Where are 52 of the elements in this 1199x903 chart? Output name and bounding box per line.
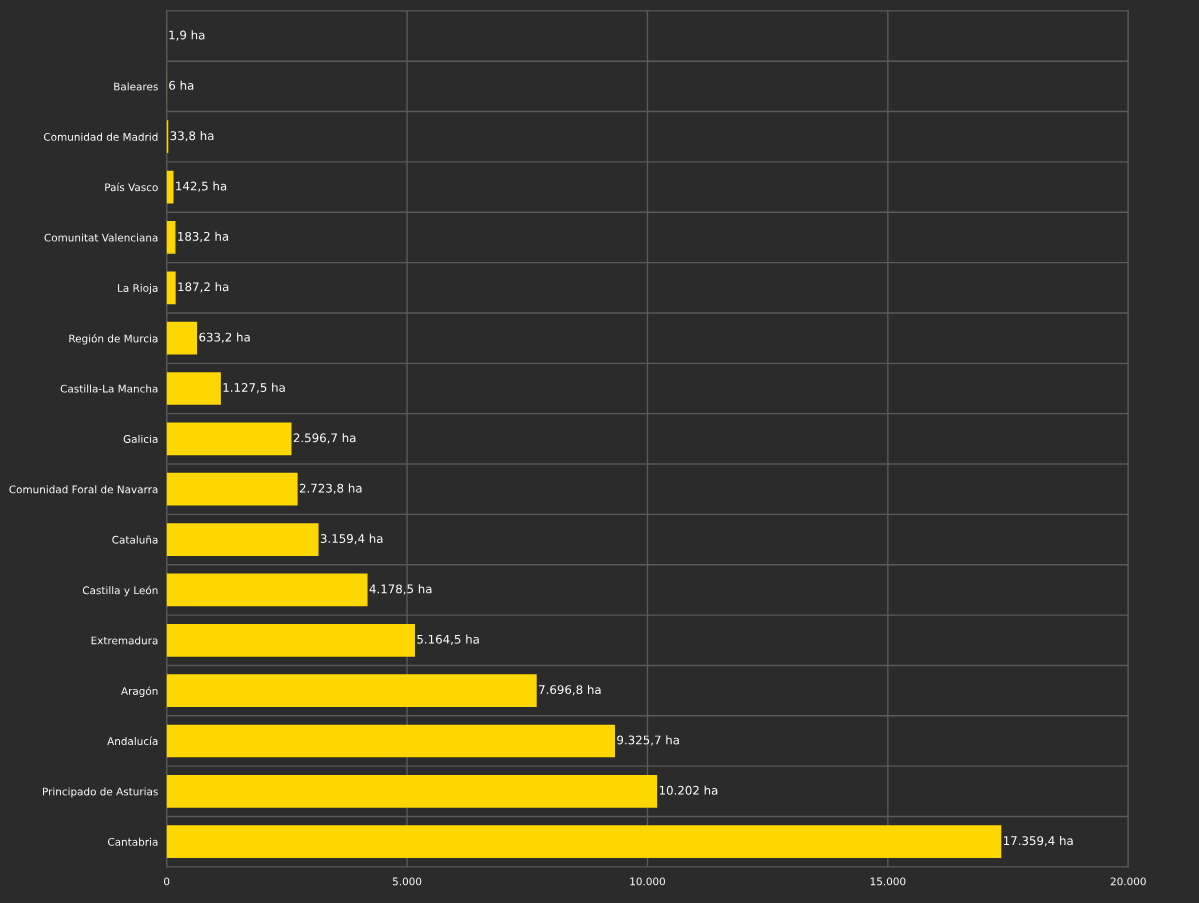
- data-label: 142,5 ha: [176, 181, 227, 192]
- y-tick-label: Comunitat Valenciana: [44, 233, 158, 242]
- bar: [166, 221, 176, 254]
- y-tick-label: Galicia: [123, 434, 158, 443]
- y-tick-label: La Rioja: [118, 283, 158, 294]
- bar: [166, 321, 198, 355]
- bar: [166, 825, 1002, 859]
- data-label: 17.359,4 ha: [1003, 835, 1073, 847]
- bar: [166, 372, 221, 405]
- data-label: 3.159,4 ha: [320, 533, 383, 545]
- data-label: 1,9 ha: [169, 30, 205, 41]
- data-label: 633,2 ha: [199, 332, 250, 343]
- bar: [166, 724, 616, 758]
- data-label: 4.178,5 ha: [369, 584, 432, 595]
- y-tick-label: Baleares: [114, 82, 158, 91]
- x-tick-label: 0: [164, 877, 170, 886]
- data-label: 10.202 ha: [659, 785, 718, 795]
- data-label: 9.325,7 ha: [617, 735, 679, 746]
- y-tick-label: Extremadura: [91, 636, 158, 645]
- bar: [166, 623, 415, 657]
- data-label: 2.596,7 ha: [293, 433, 356, 444]
- bar: [166, 271, 176, 305]
- y-tick-label: País Vasco: [105, 182, 158, 192]
- data-label: 183,2 ha: [178, 231, 229, 243]
- data-label: 7.696,8 ha: [539, 684, 601, 696]
- y-tick-label: Aragón: [121, 686, 158, 697]
- bar: [166, 573, 368, 607]
- bar: [166, 472, 298, 506]
- data-label: 1.127,5 ha: [223, 382, 285, 394]
- x-tick-label: 5.000: [392, 877, 422, 886]
- y-tick-label: Castilla y León: [82, 585, 158, 597]
- y-tick-label: Comunidad Foral de Navarra: [9, 485, 158, 494]
- y-tick-label: Comunidad de Madrid: [43, 132, 158, 141]
- bar: [166, 422, 292, 456]
- y-tick-label: Castilla-La Mancha: [60, 384, 158, 393]
- x-tick-label: 20.000: [1110, 877, 1146, 886]
- bar: [166, 170, 174, 204]
- bar: [166, 674, 537, 707]
- y-tick-label: Cataluña: [112, 535, 158, 544]
- bar: [166, 523, 319, 556]
- data-label: 6 ha: [169, 80, 194, 90]
- y-tick-label: Región de Murcia: [69, 333, 158, 345]
- y-tick-label: Cantabria: [108, 837, 158, 846]
- x-tick-label: 10.000: [630, 877, 665, 886]
- data-label: 187,2 ha: [178, 282, 229, 293]
- y-tick-label: Andalucía: [107, 736, 158, 746]
- data-label: 2.723,8 ha: [299, 483, 362, 494]
- data-label: 33,8 ha: [170, 131, 214, 142]
- x-tick-label: 15.000: [870, 877, 906, 886]
- y-tick-label: Principado de Asturias: [43, 787, 158, 798]
- data-label: 5.164,5 ha: [417, 634, 479, 645]
- bar: [166, 774, 658, 808]
